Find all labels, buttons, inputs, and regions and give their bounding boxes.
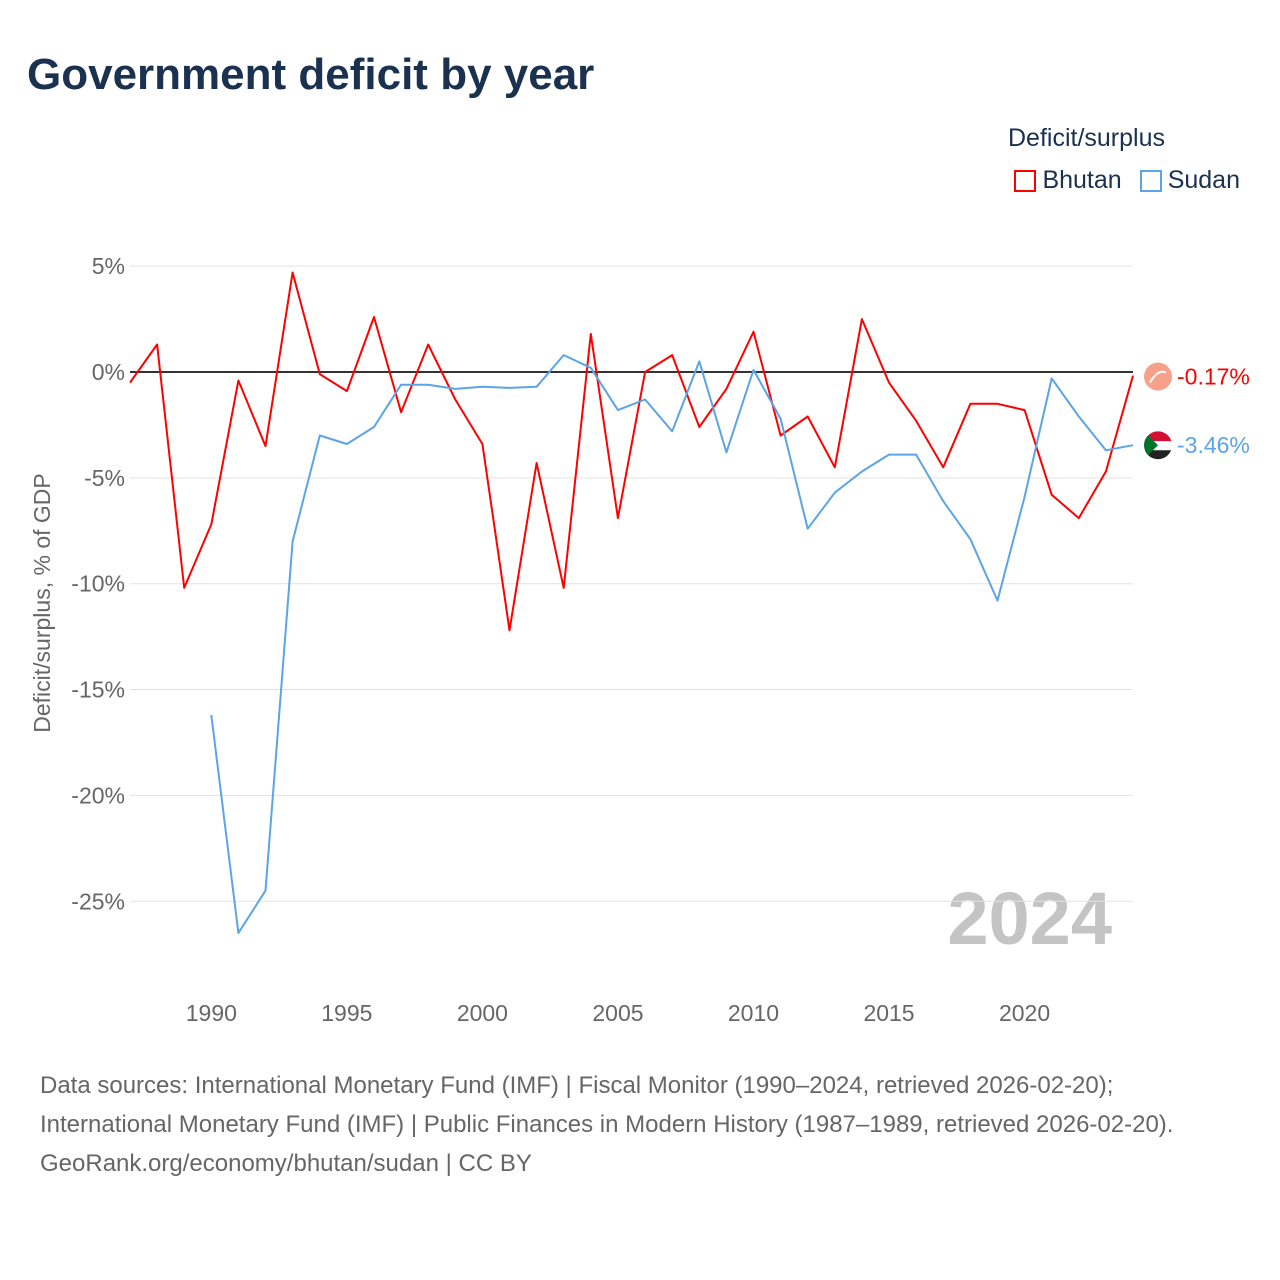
y-tick-label: -5% <box>84 465 125 491</box>
y-tick-label: -15% <box>71 677 125 703</box>
x-tick-label: 1990 <box>186 1000 237 1026</box>
y-tick-label: 5% <box>92 253 125 279</box>
x-tick-label: 2020 <box>999 1000 1050 1026</box>
x-tick-label: 2000 <box>457 1000 508 1026</box>
legend-swatch-bhutan <box>1014 169 1037 192</box>
legend-label-sudan: Sudan <box>1167 166 1240 194</box>
y-axis-label: Deficit/surplus, % of GDP <box>29 473 55 732</box>
legend-swatch-sudan <box>1139 169 1162 192</box>
y-tick-label: -25% <box>71 888 125 914</box>
x-tick-label: 2010 <box>728 1000 779 1026</box>
y-tick-label: 0% <box>92 359 125 385</box>
x-tick-label: 2015 <box>863 1000 914 1026</box>
x-tick-label: 1995 <box>321 1000 372 1026</box>
x-tick-label: 2005 <box>592 1000 643 1026</box>
sudan-flag-icon <box>1144 431 1172 460</box>
legend-item-sudan[interactable]: Sudan <box>1139 166 1240 195</box>
legend-item-bhutan[interactable]: Bhutan <box>1014 166 1122 195</box>
data-sources: Data sources: International Monetary Fun… <box>40 1072 1174 1138</box>
y-tick-label: -20% <box>71 782 125 808</box>
year-watermark: 2024 <box>947 877 1112 960</box>
footer: Data sources: International Monetary Fun… <box>40 1066 1240 1183</box>
bhutan-flag-dragon-icon <box>1149 370 1167 384</box>
legend-label-bhutan: Bhutan <box>1042 166 1122 194</box>
legend-title: Deficit/surplus <box>1008 124 1165 152</box>
chart-title: Government deficit by year <box>27 50 595 99</box>
end-label-sudan: -3.46% <box>1177 432 1250 458</box>
end-label-bhutan: -0.17% <box>1177 364 1250 390</box>
credit-link[interactable]: GeoRank.org/economy/bhutan/sudan | CC BY <box>40 1150 532 1177</box>
series-line-sudan <box>210 354 1134 934</box>
legend: Bhutan Sudan <box>1014 166 1240 195</box>
bhutan-flag-icon <box>1144 362 1172 391</box>
y-tick-label: -10% <box>71 571 125 597</box>
series-line-bhutan <box>129 271 1134 632</box>
